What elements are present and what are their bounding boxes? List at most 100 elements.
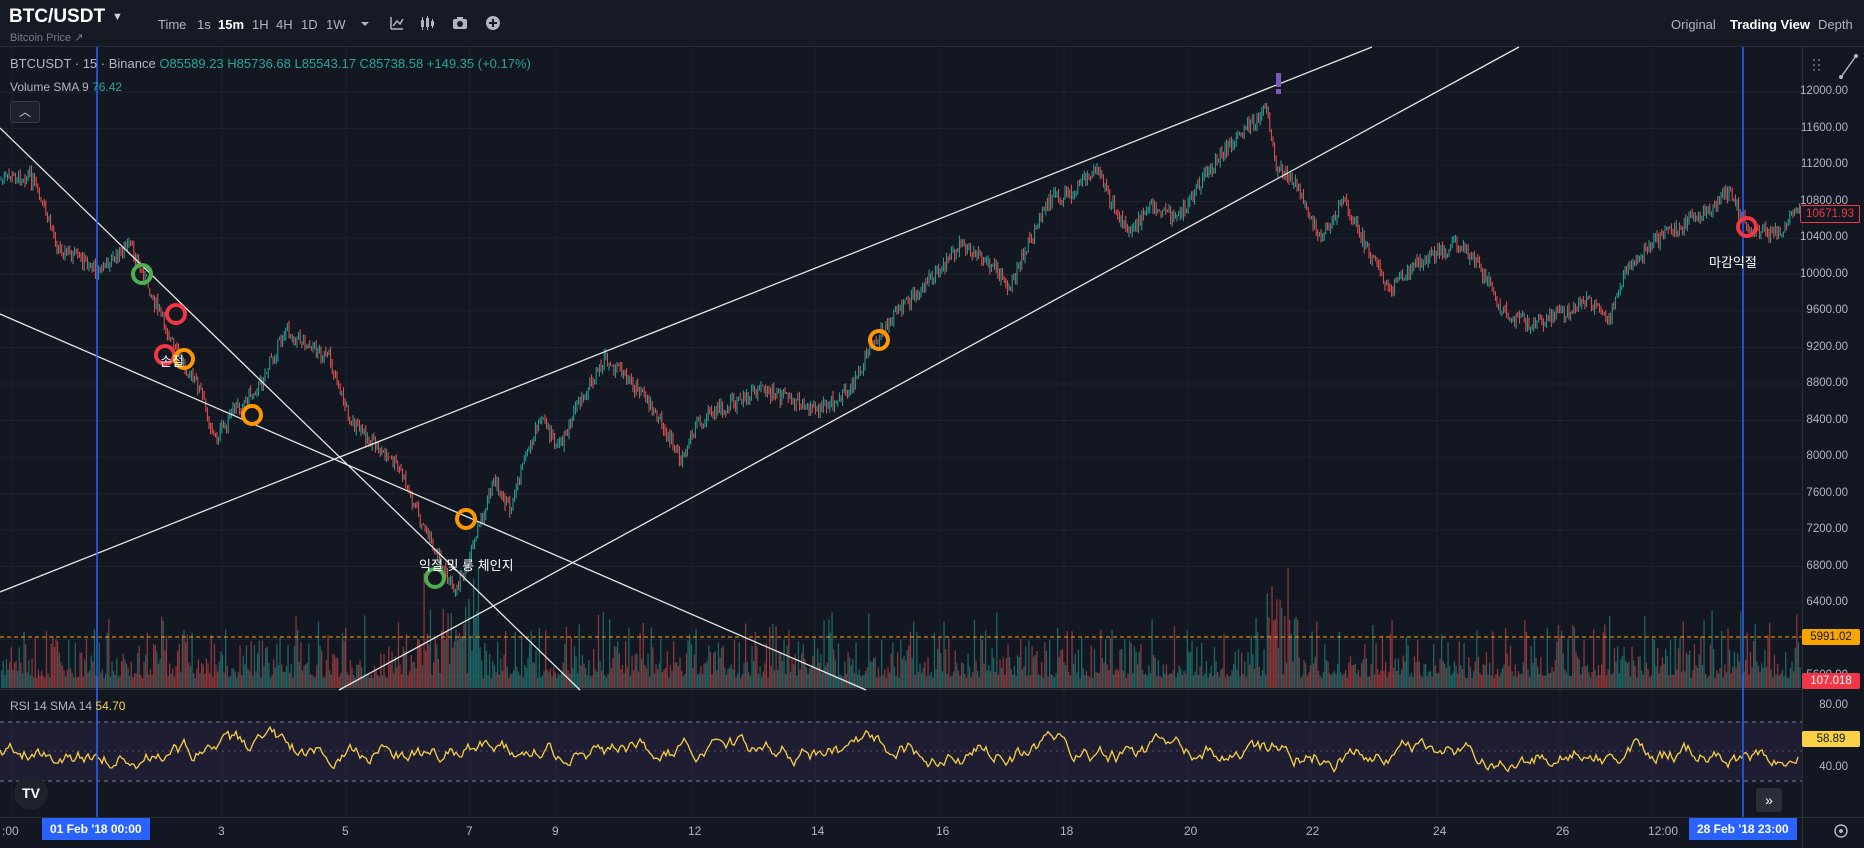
volume-bar (66, 669, 68, 688)
symbol-selector[interactable]: BTC/USDT (9, 6, 106, 27)
volume-bar (148, 674, 150, 688)
volume-bar (530, 631, 532, 688)
volume-bar (1330, 674, 1332, 688)
volume-bar (1257, 632, 1259, 688)
time-axis-label: 12:00 (1648, 824, 1679, 838)
volume-bar (1717, 673, 1720, 688)
volume-bar (586, 675, 588, 688)
volume-bar (1348, 663, 1350, 688)
view-trading-view-tab[interactable]: Trading View (1730, 17, 1810, 32)
volume-bar (130, 661, 132, 688)
volume-bar (527, 658, 529, 688)
volume-bar (1417, 640, 1419, 688)
volume-bar (1145, 674, 1147, 688)
volume-bar (1388, 671, 1390, 688)
volume-bar (1124, 639, 1126, 688)
volume-bar (285, 666, 288, 688)
collapse-legend-button[interactable]: ︿ (10, 101, 40, 123)
volume-legend: Volume SMA 9 76.42 (10, 80, 122, 94)
volume-bar (1767, 635, 1769, 688)
timeframe-1d[interactable]: 1D (301, 17, 318, 32)
volume-bar (658, 663, 660, 688)
volume-bar (1079, 677, 1081, 688)
timeframe-1h[interactable]: 1H (252, 17, 269, 32)
volume-bar (868, 613, 870, 688)
volume-bar (929, 675, 931, 688)
timeframe-1s[interactable]: 1s (197, 17, 211, 32)
volume-legend-label: Volume SMA 9 (10, 80, 89, 94)
volume-bar (474, 617, 476, 688)
volume-bar (1289, 619, 1291, 688)
volume-bar (1362, 659, 1364, 688)
volume-bar (204, 674, 206, 688)
scroll-to-realtime-button[interactable]: » (1756, 788, 1782, 812)
volume-bar (858, 669, 860, 688)
volume-bar (865, 670, 867, 688)
volume-bar (941, 671, 944, 688)
volume-bar (402, 646, 404, 688)
volume-bar (1599, 675, 1601, 688)
volume-bar (890, 653, 892, 688)
volume-bar (695, 628, 697, 688)
volume-bar (869, 661, 872, 688)
volume-bar (799, 669, 801, 688)
volume-bar (236, 677, 238, 688)
volume-bar (634, 654, 636, 688)
volume-bar (668, 677, 670, 688)
indicators-icon[interactable] (388, 14, 406, 32)
volume-bar (1517, 671, 1520, 688)
volume-bar (1268, 617, 1270, 688)
volume-bar (666, 651, 668, 688)
volume-bar (124, 659, 126, 688)
drawing-toolbar[interactable] (1812, 50, 1860, 80)
volume-bar (1181, 674, 1184, 688)
symbol-subtitle-link[interactable]: Bitcoin Price ↗ (10, 32, 84, 44)
volume-bar (1605, 675, 1608, 688)
volume-bar (153, 643, 155, 688)
timeframe-15m[interactable]: 15m (218, 17, 245, 32)
volume-bar (711, 674, 713, 688)
volume-bar (1714, 677, 1716, 688)
volume-bar (325, 659, 328, 688)
volume-bar (602, 612, 604, 688)
volume-bar (151, 674, 153, 688)
volume-bar (1234, 651, 1236, 688)
view-depth-tab[interactable]: Depth (1818, 17, 1853, 32)
volume-bar (599, 660, 601, 688)
volume-bar (1015, 676, 1017, 688)
volume-bar (437, 659, 440, 688)
volume-bar (813, 638, 816, 688)
volume-bar (239, 645, 241, 688)
volume-bar (20, 662, 22, 688)
view-original-tab[interactable]: Original (1671, 17, 1716, 32)
volume-bar (1329, 673, 1331, 688)
volume-bar (770, 665, 772, 688)
volume-bar (449, 664, 451, 688)
timeframe-time[interactable]: Time (158, 17, 187, 32)
volume-bar (765, 643, 768, 688)
volume-bar (423, 572, 425, 688)
chevron-down-icon[interactable]: ▼ (112, 11, 123, 23)
volume-bar (1585, 666, 1587, 688)
volume-bar (831, 611, 833, 688)
volume-bar (754, 631, 756, 688)
volume-bar (1068, 672, 1070, 688)
more-timeframes-chevron-icon[interactable] (356, 14, 374, 32)
volume-bar (1449, 665, 1451, 688)
timeframe-1w[interactable]: 1W (326, 17, 346, 32)
volume-bar (92, 661, 94, 688)
volume-bar (1730, 673, 1732, 688)
timeframe-4h[interactable]: 4H (276, 17, 293, 32)
volume-bar (1058, 657, 1060, 688)
volume-bar (1081, 637, 1083, 688)
tradingview-logo[interactable]: TV (14, 776, 48, 810)
legend-ohlc: O85589.23 H85736.68 L85543.17 C85738.58 … (159, 56, 531, 71)
volume-bar (34, 637, 36, 688)
volume-bar (861, 675, 864, 688)
add-compare-icon[interactable] (484, 14, 502, 32)
trendline-tool-icon (1840, 55, 1857, 78)
camera-snapshot-icon[interactable] (451, 14, 469, 32)
chart-type-candles-icon[interactable] (418, 14, 436, 32)
settings-gear-icon[interactable] (1832, 822, 1850, 840)
